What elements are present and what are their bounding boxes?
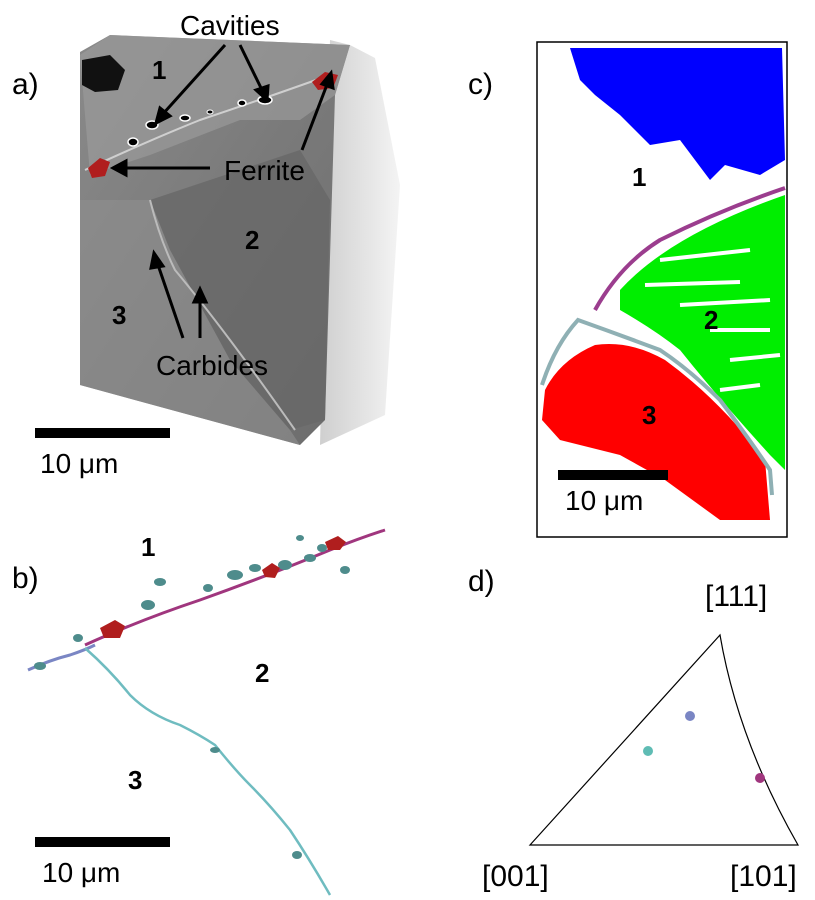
grain-2 — [620, 195, 785, 470]
inverse-pole-figure — [528, 633, 800, 846]
panel-c: c) 1 2 3 10 μm — [420, 0, 815, 540]
point-boundary-magenta — [755, 773, 765, 783]
scale-bar-a-text: 10 μm — [40, 448, 119, 479]
block-side-face — [320, 40, 400, 445]
panel-a: a) Cavities Ferrite Carbides 1 2 3 10 μm — [0, 0, 420, 480]
grain-3-area — [80, 200, 300, 445]
region-1-label: 1 — [632, 162, 647, 192]
panel-a-label: a) — [12, 68, 39, 101]
direction-001-label: [001] — [482, 860, 549, 893]
panel-b: b) 1 2 3 10 μm — [0, 520, 420, 900]
ferrite-label: Ferrite — [224, 155, 305, 186]
ferrite-particles — [100, 536, 346, 638]
region-1-label: 1 — [141, 532, 156, 562]
scale-bar-b-text: 10 μm — [42, 857, 121, 888]
region-2-label: 2 — [245, 225, 260, 255]
grain-1 — [570, 48, 785, 180]
panel-d-label: d) — [468, 565, 495, 598]
region-1-label: 1 — [152, 55, 167, 85]
scale-bar-c — [558, 470, 668, 480]
panel-c-image — [536, 41, 788, 538]
point-boundary-teal — [643, 746, 653, 756]
ipf-triangle — [528, 633, 800, 846]
grain-2-stripes — [644, 248, 781, 392]
scale-bar-b — [35, 837, 170, 847]
carbides-label: Carbides — [156, 350, 269, 381]
cavities-label: Cavities — [180, 10, 280, 41]
grain-2-area — [150, 150, 330, 430]
boundary-1-2 — [593, 186, 786, 311]
region-3-label: 3 — [112, 300, 127, 330]
scale-bar-a — [35, 428, 170, 438]
region-3-label: 3 — [128, 765, 143, 795]
panel-a-image — [35, 35, 400, 445]
point-boundary-blue — [685, 711, 695, 721]
ferrite-particle — [88, 158, 110, 178]
panel-c-label: c) — [468, 68, 493, 101]
grain-3 — [542, 344, 770, 520]
grain-1-area — [80, 35, 350, 175]
direction-101-label: [101] — [730, 860, 797, 893]
cavity-dark — [82, 55, 125, 92]
arrows — [109, 43, 335, 339]
region-3-label: 3 — [642, 400, 657, 430]
panel-b-label: b) — [12, 562, 39, 595]
panel-b-image — [27, 528, 386, 896]
boundary-2-3 — [84, 647, 332, 896]
scale-bar-c-text: 10 μm — [565, 485, 644, 516]
boundary-1-2 — [84, 528, 386, 647]
carbide-particles — [34, 535, 350, 859]
region-2-label: 2 — [255, 658, 270, 688]
direction-111-label: [111] — [705, 580, 768, 613]
boundary-2-3 — [540, 317, 774, 496]
panel-d: d) [111] [001] [101] — [420, 540, 815, 900]
region-2-label: 2 — [704, 305, 719, 335]
